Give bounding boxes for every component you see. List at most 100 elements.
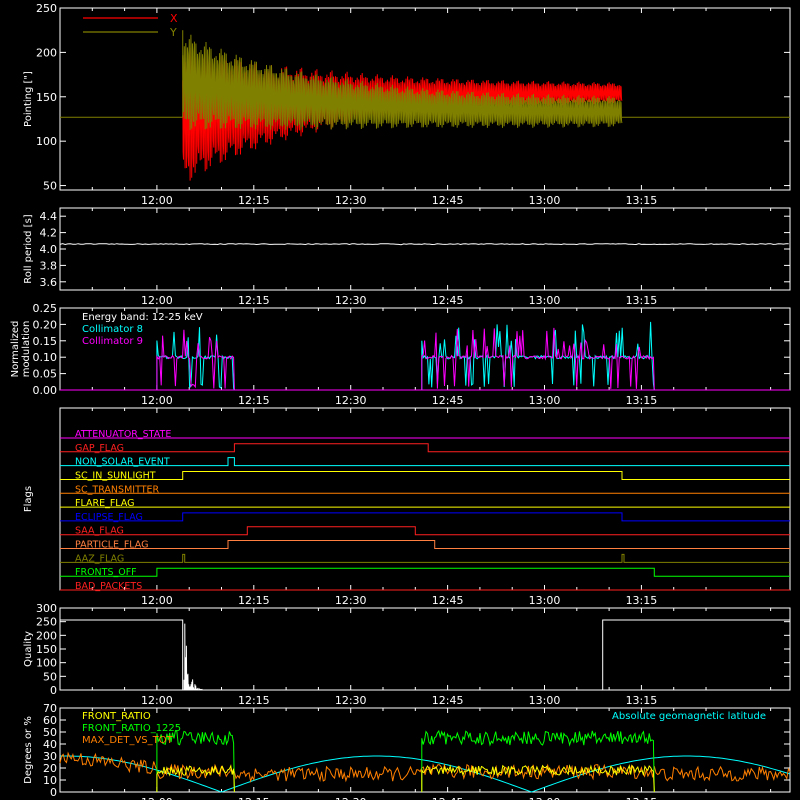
flag-label: PARTICLE_FLAG: [75, 540, 148, 551]
y-axis-label: Pointing ["]: [23, 71, 34, 127]
max-det-vs-tot-line: [59, 751, 791, 783]
x-tick-label: 12:00: [141, 194, 173, 207]
x-tick-label: 12:15: [238, 294, 270, 307]
legend-label: Collimator 8: [82, 324, 143, 335]
panel-2: 12:00 12:15 12:30 12:45 13:00 13:15 Roll perio…: [23, 207, 791, 307]
y-tick-label: 4.2: [40, 227, 58, 240]
flag-label: AAZ_FLAG: [75, 553, 124, 564]
y-axis-label: Degrees or %: [23, 716, 34, 784]
panel-frame: [59, 7, 791, 191]
flag-line: [60, 540, 790, 549]
panel-frame: [59, 707, 791, 793]
y-axis-label: Normalizedmodulation: [10, 321, 32, 378]
legend-label: Collimator 9: [82, 336, 143, 347]
front-ratio-1225-line: [421, 729, 655, 793]
y-tick-label: 4.0: [40, 243, 58, 256]
flag-line: [60, 567, 790, 577]
front-ratio-1225-line: [156, 730, 235, 793]
x-tick-label: 13:00: [529, 796, 561, 800]
x-tick-label: 13:15: [626, 594, 658, 607]
flag-label: FRONTS_OFF: [75, 567, 137, 578]
panel-5: 12:00 12:15 12:30 12:45 13:00 13:15 Quality 050…: [23, 602, 791, 707]
x-tick-label: 13:15: [626, 796, 658, 800]
flag-label: GAP_FLAG: [75, 443, 124, 454]
x-tick-label: 12:30: [335, 194, 367, 207]
legend-label: FRONT_RATIO_1225: [82, 723, 181, 734]
x-tick-label: 13:15: [626, 694, 658, 707]
geomagnetic-latitude-line: [59, 755, 791, 793]
panel-4: 12:00 12:15 12:30 12:45 13:00 13:15 Flags ATTEN…: [23, 407, 791, 607]
y-tick-label: 50: [43, 180, 57, 193]
collimator-8-line: [156, 327, 235, 391]
flag-label: SC_IN_SUNLIGHT: [75, 470, 156, 481]
quality-line: [60, 619, 790, 691]
x-tick-label: 12:45: [432, 796, 464, 800]
flag-line: [60, 471, 790, 480]
panel-frame: [59, 207, 791, 291]
x-tick-label: 12:45: [432, 594, 464, 607]
flag-label: NON_SOLAR_EVENT: [75, 457, 170, 468]
y-axis-label-line: Normalized: [10, 321, 21, 378]
flag-label: ATTENUATOR_STATE: [75, 429, 171, 440]
front-ratio-line: [156, 764, 235, 793]
y-tick-label: 40: [43, 738, 57, 751]
y-tick-label: 300: [36, 602, 57, 615]
flag-label: FLARE_FLAG: [75, 498, 135, 509]
y-tick-label: 250: [36, 2, 57, 15]
flag-line: [60, 512, 790, 522]
y-axis-label-line: modulation: [21, 321, 32, 378]
y-tick-label: 60: [43, 714, 57, 727]
x-tick-label: 13:00: [529, 294, 561, 307]
x-tick-label: 12:15: [238, 194, 270, 207]
collimator-9-line: [156, 329, 235, 391]
x-tick-label: 12:30: [335, 796, 367, 800]
y-tick-label: 200: [36, 629, 57, 642]
legend-label: FRONT_RATIO: [82, 711, 151, 722]
x-tick-label: 13:15: [626, 394, 658, 407]
geomagnetic-latitude-annotation: Absolute geomagnetic latitude: [612, 711, 766, 722]
y-tick-label: 20: [43, 762, 57, 775]
x-tick-label: 13:15: [626, 294, 658, 307]
collimator-8-line: [421, 321, 655, 391]
flag-line: [60, 526, 790, 536]
roll-period-line: [59, 243, 789, 246]
y-tick-label: 0.20: [33, 318, 58, 331]
x-tick-label: 12:30: [335, 394, 367, 407]
x-tick-label: 12:45: [432, 194, 464, 207]
x-tick-label: 12:00: [141, 394, 173, 407]
x-tick-label: 13:15: [626, 194, 658, 207]
y-tick-label: 250: [36, 616, 57, 629]
panel-1: 12:00 12:15 12:30 12:45 13:00 13:15 Pointing […: [23, 2, 791, 207]
y-tick-label: 3.8: [40, 259, 58, 272]
x-tick-label: 12:00: [141, 694, 173, 707]
y-tick-label: 50: [43, 670, 57, 683]
y-tick-label: 0: [50, 684, 57, 697]
y-tick-label: 0.10: [33, 351, 58, 364]
legend-label: MAX_DET_VS_TOT: [82, 735, 174, 746]
y-tick-label: 200: [36, 46, 57, 59]
x-tick-label: 12:30: [335, 594, 367, 607]
flag-label: SC_TRANSMITTER: [75, 484, 160, 495]
y-axis-label: Flags: [23, 486, 34, 512]
y-tick-label: 70: [43, 702, 57, 715]
front-ratio-line: [421, 764, 655, 793]
y-tick-label: 30: [43, 750, 57, 763]
flag-label: BAD_PACKETS: [75, 581, 142, 592]
legend-label: Y: [169, 26, 177, 39]
x-tick-label: 12:15: [238, 594, 270, 607]
y-tick-label: 0.05: [33, 368, 58, 381]
x-tick-label: 12:15: [238, 394, 270, 407]
energy-band-annotation: Energy band: 12-25 keV: [82, 312, 203, 323]
x-tick-label: 12:15: [238, 796, 270, 800]
y-tick-label: 0: [50, 786, 57, 799]
x-tick-label: 12:45: [432, 394, 464, 407]
panel-3: 12:00 12:15 12:30 12:45 13:00 13:15 Normalized…: [10, 302, 791, 407]
y-tick-label: 3.6: [40, 276, 58, 289]
flag-line: [60, 553, 790, 563]
legend-label: X: [170, 12, 178, 25]
y-axis-label: Roll period [s]: [23, 214, 34, 283]
y-tick-label: 10: [43, 774, 57, 787]
y-tick-label: 50: [43, 726, 57, 739]
y-tick-label: 100: [36, 135, 57, 148]
